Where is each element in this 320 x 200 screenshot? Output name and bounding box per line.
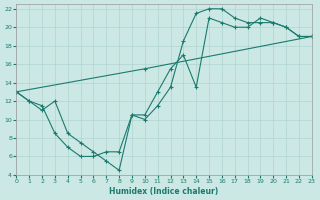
X-axis label: Humidex (Indice chaleur): Humidex (Indice chaleur) (109, 187, 219, 196)
